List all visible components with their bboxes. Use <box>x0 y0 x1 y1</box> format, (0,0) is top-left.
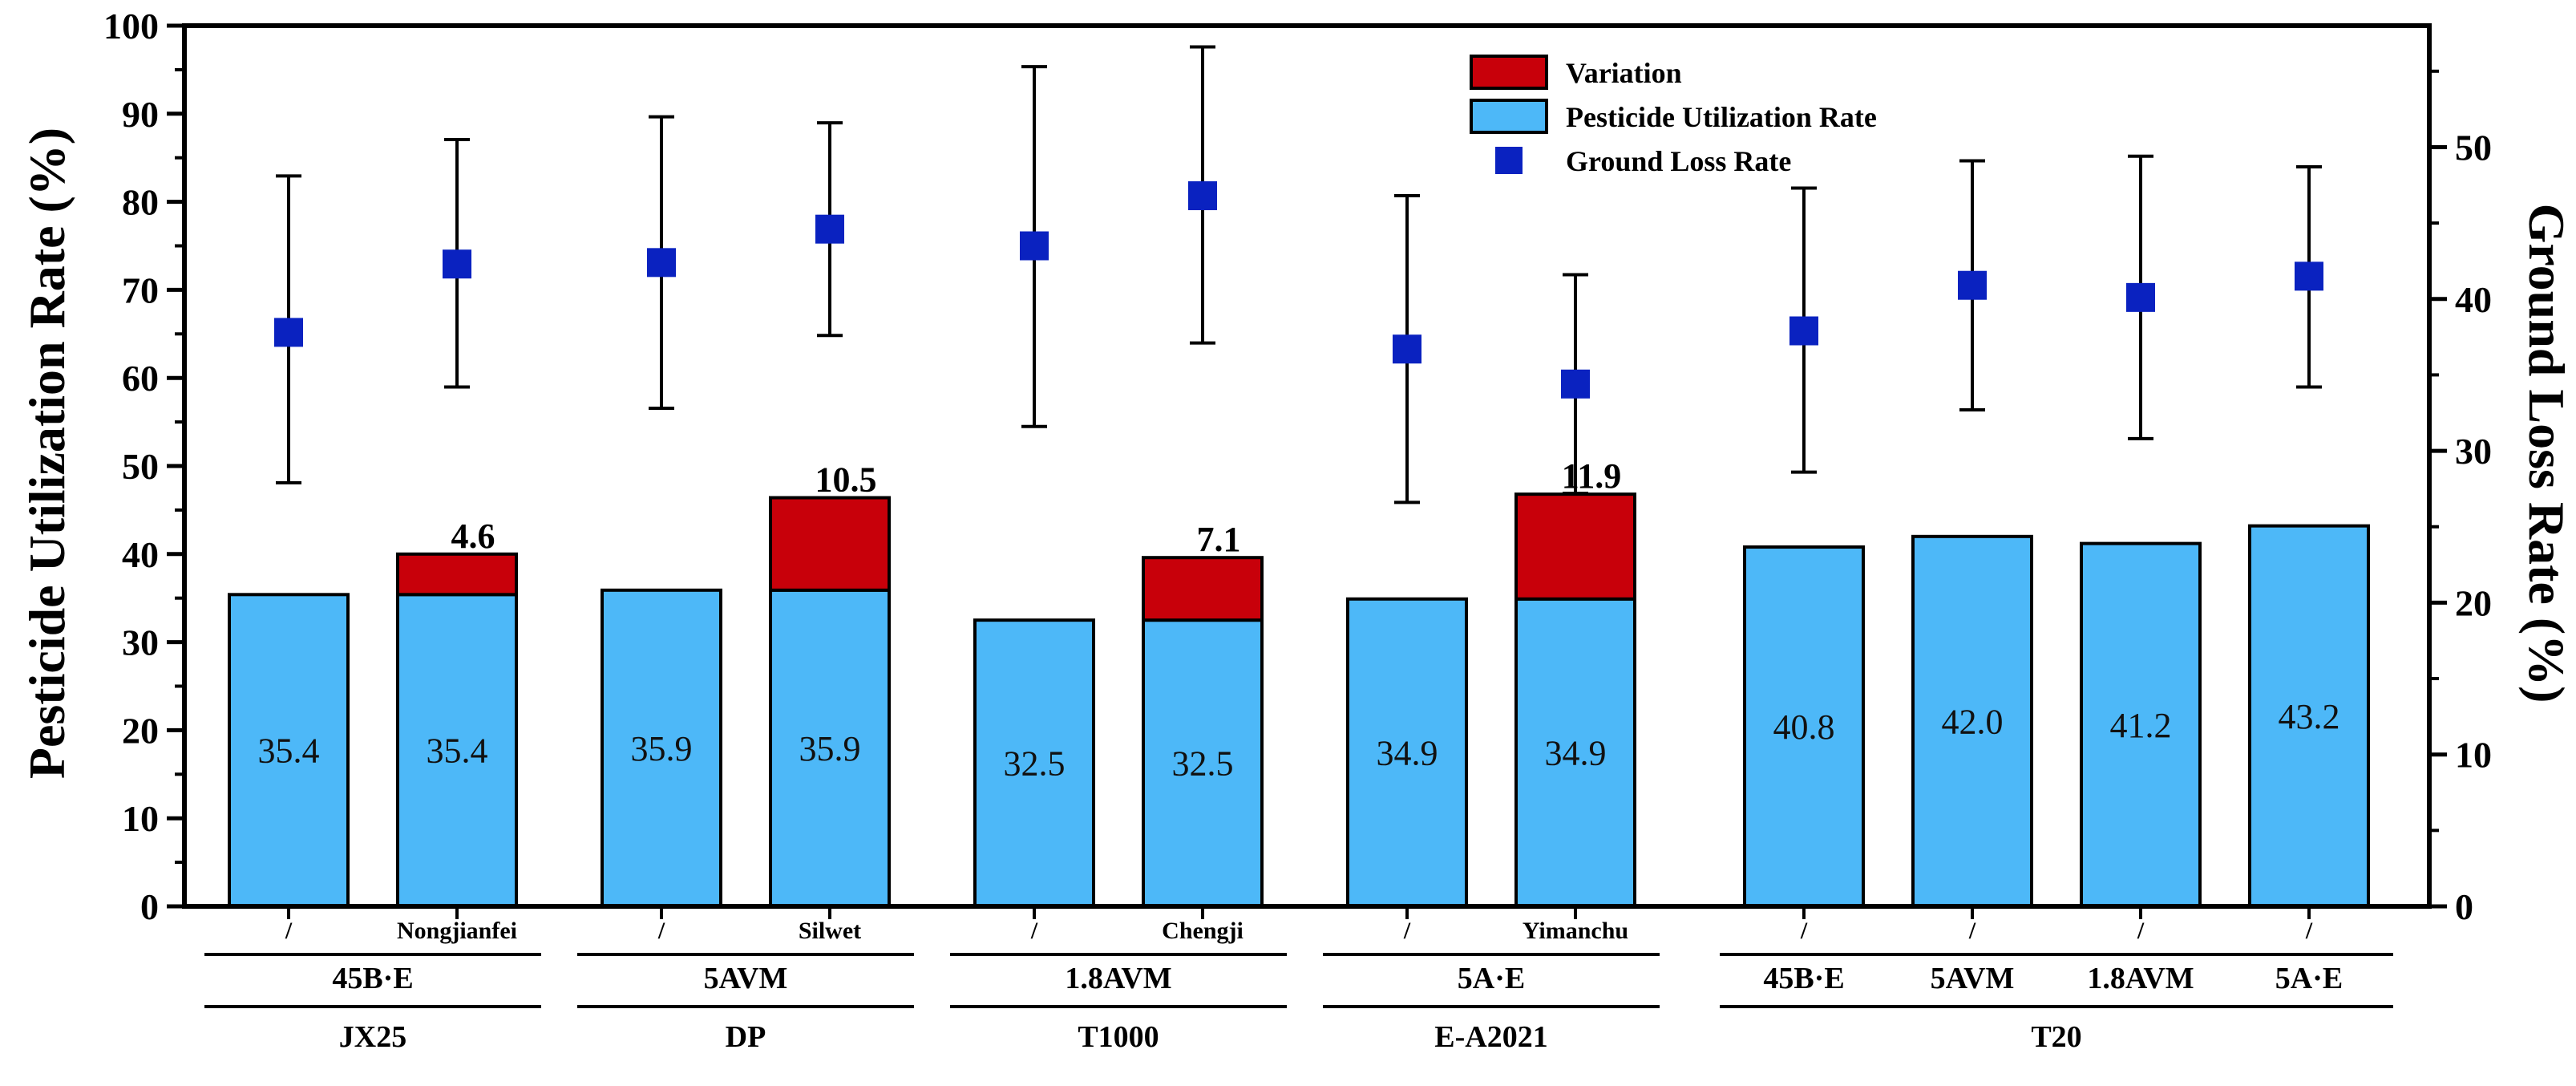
utilization-value-label: 35.9 <box>631 729 693 768</box>
legend: Variation Pesticide Utilization Rate Groun… <box>1470 55 1877 177</box>
legend-swatch-ground-loss <box>1495 147 1523 174</box>
ground-loss-marker <box>2126 282 2155 312</box>
ground-loss-marker <box>1958 270 1987 300</box>
adjuvant-label: Nongjianfei <box>397 918 517 944</box>
utilization-value-label: 35.9 <box>799 729 861 768</box>
adjuvant-label: / <box>2137 918 2145 944</box>
utilization-bar <box>2248 524 2370 908</box>
y-left-tick-label: 30 <box>122 622 159 663</box>
utilization-bar <box>2080 541 2202 909</box>
variation-bar <box>1142 556 1264 622</box>
y-left-tick-label: 50 <box>122 446 159 487</box>
ground-loss-marker <box>1188 181 1217 211</box>
legend-label: Pesticide Utilization Rate <box>1566 101 1877 133</box>
ground-loss-marker <box>647 248 676 278</box>
adjuvant-label: / <box>1403 918 1411 944</box>
category-labels-layer: / Nongjianfei / Silwet / Chengji / Yimanchu / / / /… <box>204 918 2393 1054</box>
y-right-tick-label: 0 <box>2455 886 2473 927</box>
utilization-bar <box>228 593 350 908</box>
y-right-tick-label: 30 <box>2455 431 2492 472</box>
legend-label: Variation <box>1566 57 1682 89</box>
y-axis-left-title: Pesticide Utilization Rate (%) <box>18 128 75 779</box>
utilization-value-label: 41.2 <box>2110 706 2172 745</box>
y-axis-right-title: Ground Loss Rate (%) <box>2518 204 2575 703</box>
legend-label: Ground Loss Rate <box>1566 145 1791 177</box>
utilization-value-label: 32.5 <box>1004 744 1066 784</box>
nozzle-label: 45B·E <box>1763 962 1844 995</box>
variation-value-label: 10.5 <box>815 460 877 500</box>
utilization-bar <box>1142 618 1264 909</box>
nozzle-label: 1.8AVM <box>1065 962 1171 995</box>
utilization-value-label: 40.8 <box>1773 707 1835 747</box>
y-right-tick-label: 40 <box>2455 279 2492 320</box>
ground-loss-marker <box>1393 334 1421 364</box>
variation-bar <box>396 552 518 597</box>
drone-label: T20 <box>2031 1020 2081 1054</box>
axes-layer: 0 10 20 30 40 50 60 70 80 90 100 0 10 20 30 40 50 <box>103 6 2492 927</box>
ground-loss-marker <box>274 318 303 347</box>
variation-value-label: 4.6 <box>451 517 495 556</box>
adjuvant-label: / <box>1030 918 1038 944</box>
bars-layer: 35.4 35.4 4.6 35.9 35.9 10.5 32.5 32.5 7.1 34.9 34… <box>228 456 2370 909</box>
ground-loss-marker <box>1561 369 1590 399</box>
utilization-value-label: 43.2 <box>2279 697 2340 736</box>
adjuvant-label: / <box>1800 918 1808 944</box>
y-right-tick-label: 50 <box>2455 127 2492 168</box>
utilization-bar <box>396 593 518 908</box>
y-right-tick-label: 10 <box>2455 735 2492 776</box>
y-left-tick-label: 60 <box>122 358 159 399</box>
nozzle-label: 45B·E <box>332 962 413 995</box>
y-left-tick-label: 90 <box>122 94 159 135</box>
ground-loss-layer <box>274 45 2323 505</box>
adjuvant-label: Chengji <box>1162 918 1244 944</box>
y-left-tick-label: 40 <box>122 534 159 575</box>
legend-swatch-utilization <box>1470 99 1548 134</box>
nozzle-label: 1.8AVM <box>2087 962 2194 995</box>
nozzle-label: 5A·E <box>2275 962 2343 995</box>
utilization-bar <box>769 588 891 908</box>
utilization-value-label: 42.0 <box>1942 702 2004 741</box>
adjuvant-label: / <box>285 918 293 944</box>
variation-bar <box>1514 492 1636 601</box>
drone-label: JX25 <box>339 1020 406 1054</box>
ground-loss-marker <box>815 214 844 244</box>
ground-loss-marker <box>2295 261 2323 291</box>
utilization-bar <box>1911 534 2033 909</box>
y-left-tick-label: 0 <box>140 886 159 927</box>
y-left-tick-label: 80 <box>122 182 159 223</box>
utilization-bar <box>1514 597 1636 908</box>
adjuvant-label: Yimanchu <box>1523 918 1628 944</box>
y-right-tick-label: 20 <box>2455 582 2492 623</box>
adjuvant-label: / <box>2305 918 2313 944</box>
ground-loss-marker <box>1789 316 1818 346</box>
utilization-bar <box>601 588 722 908</box>
utilization-value-label: 32.5 <box>1172 744 1234 784</box>
drone-label: E-A2021 <box>1434 1020 1547 1054</box>
utilization-value-label: 35.4 <box>258 731 320 771</box>
y-left-tick-label: 10 <box>122 798 159 839</box>
adjuvant-label: / <box>657 918 665 944</box>
drone-label: DP <box>726 1020 766 1054</box>
y-left-tick-label: 70 <box>122 269 159 310</box>
variation-bar <box>769 496 891 592</box>
utilization-value-label: 34.9 <box>1377 733 1438 772</box>
drone-label: T1000 <box>1078 1020 1159 1054</box>
utilization-value-label: 35.4 <box>427 731 488 771</box>
utilization-value-label: 34.9 <box>1545 733 1607 772</box>
nozzle-label: 5A·E <box>1458 962 1525 995</box>
ground-loss-marker <box>443 249 471 279</box>
adjuvant-label: / <box>1968 918 1976 944</box>
legend-swatch-variation <box>1470 55 1548 90</box>
variation-value-label: 7.1 <box>1197 520 1241 559</box>
ground-loss-marker <box>1020 231 1049 261</box>
nozzle-label: 5AVM <box>1931 962 2015 995</box>
variation-value-label: 11.9 <box>1562 456 1622 496</box>
nozzle-label: 5AVM <box>704 962 788 995</box>
adjuvant-label: Silwet <box>799 918 861 944</box>
y-left-tick-label: 20 <box>122 710 159 751</box>
y-left-tick-label: 100 <box>103 6 159 47</box>
